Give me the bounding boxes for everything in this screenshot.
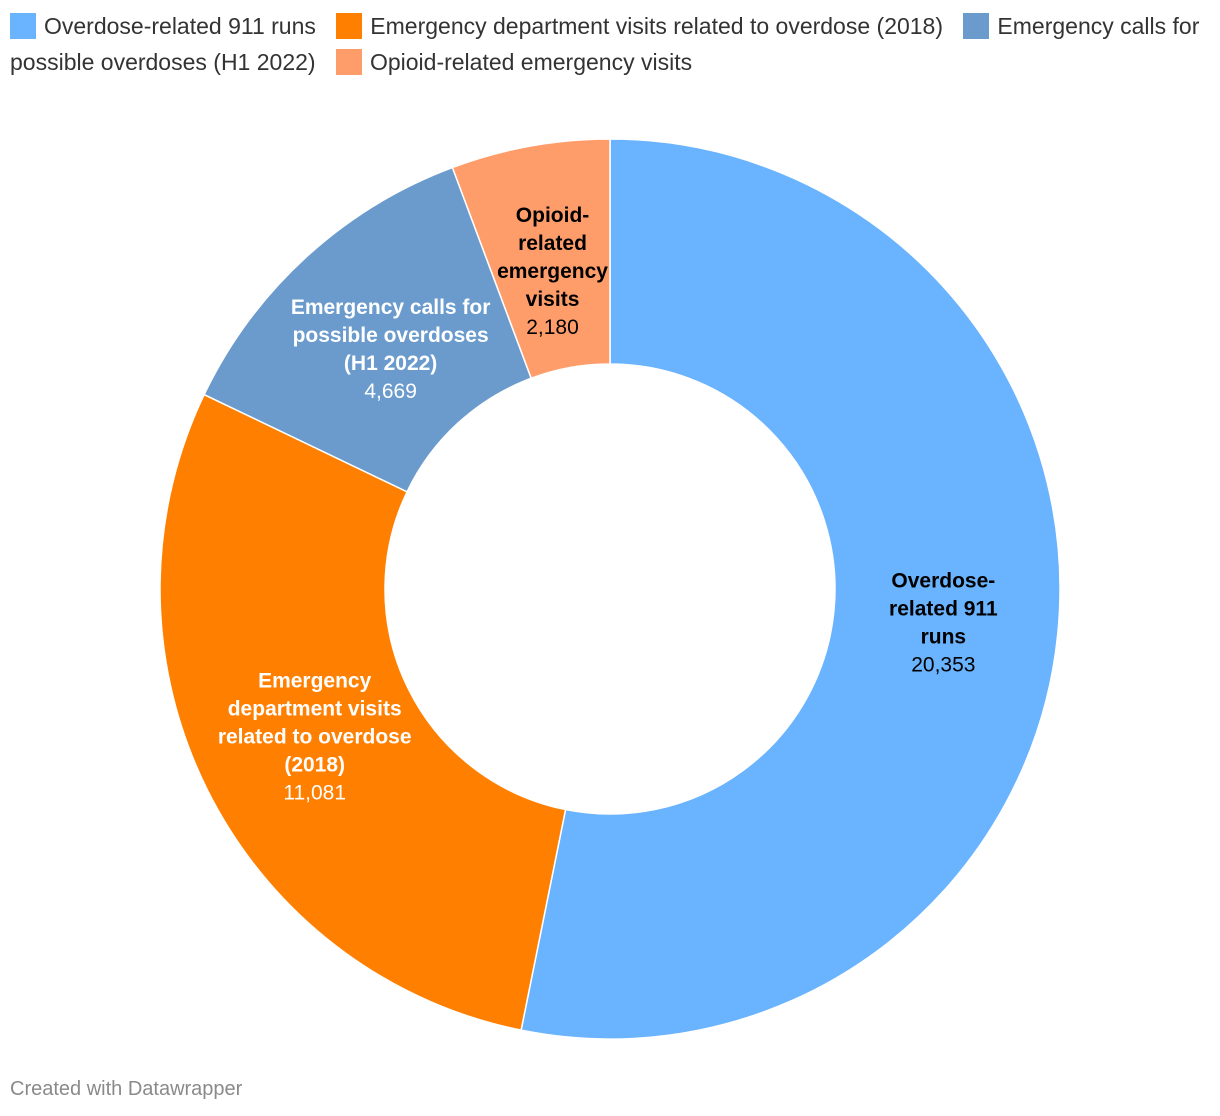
slice-label-line: related [518, 232, 587, 255]
donut-slice-overdose-911 [520, 138, 1061, 1040]
slice-label-line: Emergency calls for [291, 296, 491, 319]
slice-label-line: (2018) [284, 753, 345, 776]
slice-value-ed-visits: 11,081 [283, 781, 346, 804]
slice-label-ed-visits: Emergency department visits related to ove… [218, 669, 412, 804]
legend-item-opioid-visits: Opioid-related emergency visits [335, 49, 693, 75]
slice-label-line: related to overdose [218, 725, 412, 748]
slice-value-emergency-calls: 4,669 [364, 380, 417, 403]
legend-item-emergency-calls: Emergency calls for possible overdoses (… [10, 13, 1199, 75]
slice-label-line: Emergency [258, 669, 372, 692]
legend-label: Overdose-related 911 runs [44, 13, 316, 39]
slice-value-overdose-911: 20,353 [911, 653, 975, 676]
donut-slice-ed-visits [159, 393, 567, 1032]
slice-label-line: visits [526, 288, 580, 311]
slice-label-line: Opioid- [516, 204, 589, 227]
slice-label-line: related 911 [889, 597, 998, 620]
legend-item-ed-visits: Emergency department visits related to o… [336, 13, 943, 39]
legend-swatch [963, 13, 990, 39]
slice-label-line: department visits [228, 697, 402, 720]
legend-swatch [336, 13, 363, 39]
slice-value-opioid-visits: 2,180 [526, 316, 579, 339]
footer-credit: Created with Datawrapper [10, 1078, 243, 1100]
legend-swatch [335, 49, 362, 75]
legend-label: Emergency department visits related to o… [370, 13, 944, 39]
slice-label-overdose-911: Overdose-related 911 runs 20,353 [889, 569, 998, 676]
legend-label: Opioid-related emergency visits [369, 49, 693, 75]
legend-item-overdose-911: Overdose-related 911 runs [10, 13, 316, 39]
slice-label-line: emergency [497, 260, 608, 283]
slice-label-emergency-calls: Emergency calls for possible overdoses (H1… [291, 296, 491, 403]
chart-legend: Overdose-related 911 runs Emergency depa… [10, 8, 1210, 80]
slice-label-opioid-visits: Opioid-related emergency visits 2,180 [497, 204, 608, 339]
slice-label-line: Overdose- [891, 569, 995, 592]
slice-label-line: (H1 2022) [344, 352, 437, 375]
legend-label: Emergency calls for possible overdoses (… [10, 13, 1200, 75]
slice-label-line: runs [921, 625, 967, 648]
donut-slice-emergency-calls [203, 166, 533, 493]
donut-slice-opioid-visits [451, 138, 611, 380]
slice-label-line: possible overdoses [293, 324, 489, 347]
legend-swatch [10, 13, 36, 39]
